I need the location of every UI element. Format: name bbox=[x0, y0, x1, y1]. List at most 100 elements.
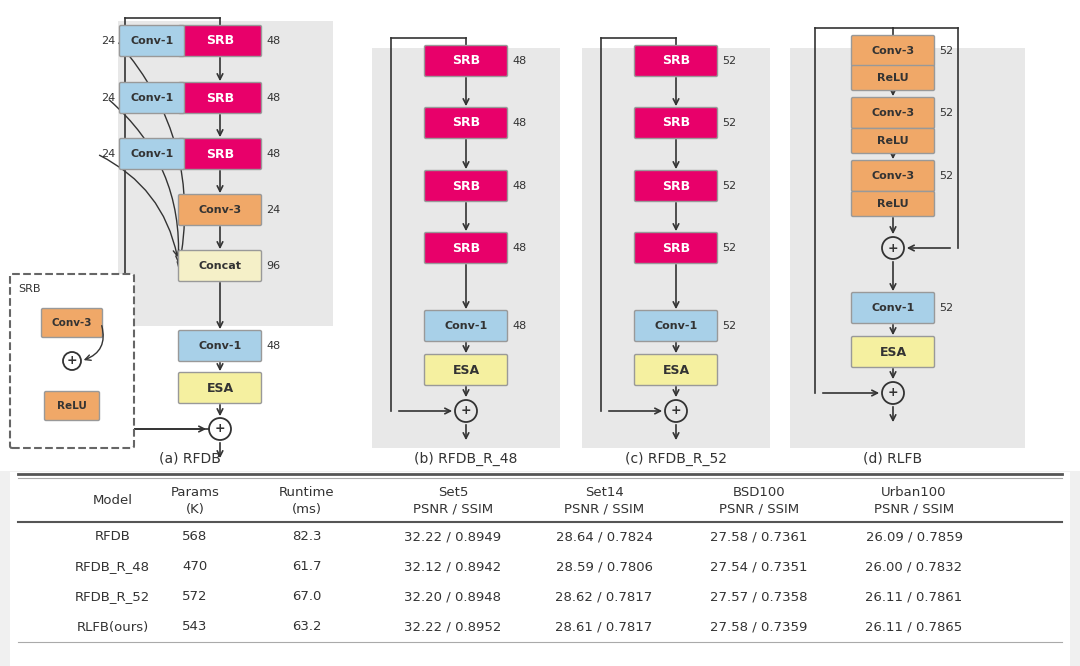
FancyBboxPatch shape bbox=[851, 35, 934, 67]
Text: 24: 24 bbox=[100, 149, 114, 159]
Text: (d) RLFB: (d) RLFB bbox=[863, 452, 922, 466]
Text: 27.57 / 0.7358: 27.57 / 0.7358 bbox=[711, 591, 808, 603]
Text: (K): (K) bbox=[186, 503, 204, 515]
Bar bbox=[0, 0, 1080, 471]
Text: SRB: SRB bbox=[451, 242, 481, 254]
Text: Set14: Set14 bbox=[584, 486, 623, 500]
Text: 26.09 / 0.7859: 26.09 / 0.7859 bbox=[865, 531, 962, 543]
Text: 24: 24 bbox=[100, 36, 114, 46]
Text: 27.54 / 0.7351: 27.54 / 0.7351 bbox=[711, 561, 808, 573]
Text: ESA: ESA bbox=[662, 364, 689, 376]
Text: 28.64 / 0.7824: 28.64 / 0.7824 bbox=[555, 531, 652, 543]
Text: 48: 48 bbox=[512, 243, 526, 253]
Bar bbox=[118, 21, 333, 326]
Text: 48: 48 bbox=[512, 56, 526, 66]
Text: Set5: Set5 bbox=[437, 486, 469, 500]
Text: SRB: SRB bbox=[206, 91, 234, 105]
Text: PSNR / SSIM: PSNR / SSIM bbox=[413, 503, 494, 515]
Text: Conv-1: Conv-1 bbox=[131, 36, 174, 46]
Text: Conv-1: Conv-1 bbox=[131, 149, 174, 159]
Text: 28.61 / 0.7817: 28.61 / 0.7817 bbox=[555, 621, 652, 633]
Text: 28.62 / 0.7817: 28.62 / 0.7817 bbox=[555, 591, 652, 603]
FancyBboxPatch shape bbox=[851, 192, 934, 216]
Text: PSNR / SSIM: PSNR / SSIM bbox=[874, 503, 954, 515]
FancyBboxPatch shape bbox=[851, 292, 934, 324]
FancyBboxPatch shape bbox=[44, 392, 99, 420]
Text: 470: 470 bbox=[183, 561, 207, 573]
Text: ReLU: ReLU bbox=[877, 136, 908, 146]
Text: 67.0: 67.0 bbox=[292, 591, 321, 603]
Text: 96: 96 bbox=[266, 261, 280, 271]
Text: 26.00 / 0.7832: 26.00 / 0.7832 bbox=[865, 561, 962, 573]
Text: +: + bbox=[67, 354, 78, 368]
FancyBboxPatch shape bbox=[635, 170, 717, 202]
Bar bbox=[372, 48, 561, 448]
FancyBboxPatch shape bbox=[178, 372, 261, 404]
Text: SRB: SRB bbox=[206, 35, 234, 47]
Text: SRB: SRB bbox=[662, 242, 690, 254]
Text: 52: 52 bbox=[939, 108, 954, 118]
Text: +: + bbox=[888, 386, 899, 400]
Text: 52: 52 bbox=[723, 181, 737, 191]
FancyBboxPatch shape bbox=[851, 129, 934, 153]
Text: 52: 52 bbox=[723, 118, 737, 128]
Text: RFDB_R_48: RFDB_R_48 bbox=[75, 561, 150, 573]
Text: 32.20 / 0.8948: 32.20 / 0.8948 bbox=[405, 591, 501, 603]
Text: 543: 543 bbox=[183, 621, 207, 633]
Text: Concat: Concat bbox=[199, 261, 242, 271]
FancyBboxPatch shape bbox=[178, 139, 261, 170]
Text: Conv-3: Conv-3 bbox=[872, 46, 915, 56]
Text: SRB: SRB bbox=[662, 180, 690, 192]
Text: Conv-1: Conv-1 bbox=[444, 321, 488, 331]
Bar bbox=[789, 48, 1025, 448]
Text: PSNR / SSIM: PSNR / SSIM bbox=[719, 503, 799, 515]
Text: 32.12 / 0.8942: 32.12 / 0.8942 bbox=[404, 561, 501, 573]
FancyBboxPatch shape bbox=[424, 232, 508, 264]
Text: Conv-3: Conv-3 bbox=[52, 318, 92, 328]
Text: Conv-3: Conv-3 bbox=[872, 171, 915, 181]
Text: Params: Params bbox=[171, 486, 219, 500]
FancyBboxPatch shape bbox=[635, 354, 717, 386]
Text: 52: 52 bbox=[723, 56, 737, 66]
Text: Conv-3: Conv-3 bbox=[199, 205, 242, 215]
Text: 82.3: 82.3 bbox=[292, 531, 321, 543]
Text: (c) RFDB_R_52: (c) RFDB_R_52 bbox=[625, 452, 727, 466]
FancyBboxPatch shape bbox=[178, 330, 261, 362]
FancyBboxPatch shape bbox=[10, 274, 134, 448]
FancyBboxPatch shape bbox=[41, 308, 103, 338]
Text: 63.2: 63.2 bbox=[292, 621, 321, 633]
Text: ReLU: ReLU bbox=[877, 199, 908, 209]
Text: 52: 52 bbox=[723, 243, 737, 253]
Text: 28.59 / 0.7806: 28.59 / 0.7806 bbox=[555, 561, 652, 573]
Text: +: + bbox=[461, 404, 471, 418]
FancyBboxPatch shape bbox=[635, 232, 717, 264]
Text: Model: Model bbox=[93, 494, 133, 507]
FancyBboxPatch shape bbox=[635, 107, 717, 139]
Text: Conv-3: Conv-3 bbox=[872, 108, 915, 118]
Text: 568: 568 bbox=[183, 531, 207, 543]
Text: 32.22 / 0.8952: 32.22 / 0.8952 bbox=[404, 621, 502, 633]
Text: 48: 48 bbox=[266, 36, 280, 46]
Text: RFDB: RFDB bbox=[95, 531, 131, 543]
Bar bbox=[10, 472, 1070, 666]
Text: PSNR / SSIM: PSNR / SSIM bbox=[564, 503, 644, 515]
Text: ReLU: ReLU bbox=[877, 73, 908, 83]
FancyBboxPatch shape bbox=[851, 161, 934, 192]
Text: Runtime: Runtime bbox=[279, 486, 335, 500]
FancyBboxPatch shape bbox=[851, 336, 934, 368]
Text: 27.58 / 0.7361: 27.58 / 0.7361 bbox=[711, 531, 808, 543]
Text: SRB: SRB bbox=[206, 147, 234, 161]
Text: SRB: SRB bbox=[451, 55, 481, 67]
Bar bbox=[372, 48, 561, 448]
FancyBboxPatch shape bbox=[851, 97, 934, 129]
Text: 26.11 / 0.7861: 26.11 / 0.7861 bbox=[865, 591, 962, 603]
Text: 48: 48 bbox=[512, 321, 526, 331]
Text: 27.58 / 0.7359: 27.58 / 0.7359 bbox=[711, 621, 808, 633]
FancyBboxPatch shape bbox=[424, 170, 508, 202]
Text: 48: 48 bbox=[266, 341, 280, 351]
Text: Conv-1: Conv-1 bbox=[131, 93, 174, 103]
Bar bbox=[118, 21, 333, 326]
FancyBboxPatch shape bbox=[178, 194, 261, 226]
Text: 24: 24 bbox=[100, 93, 114, 103]
Text: 48: 48 bbox=[512, 118, 526, 128]
